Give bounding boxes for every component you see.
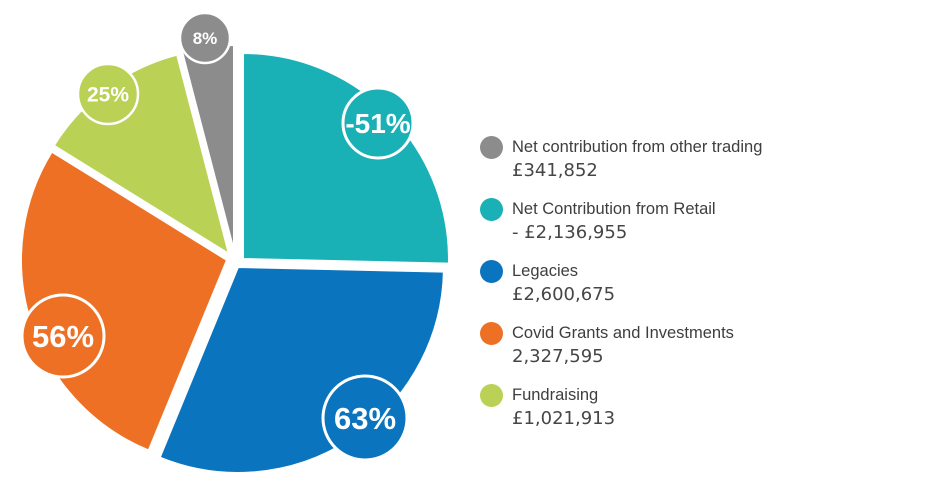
percent-badge-legacies: 63%: [321, 374, 409, 462]
percent-badge-fundraising: 25%: [76, 62, 140, 126]
legend-item-covid-grants: Covid Grants and Investments 2,327,595: [480, 322, 910, 370]
percent-badge-other-trading: 8%: [178, 11, 232, 65]
legend-label: Covid Grants and Investments: [512, 324, 734, 342]
legend-dot-legacies-icon: [480, 260, 503, 283]
percent-badge-retail: -51%: [341, 86, 415, 160]
legend-label: Net Contribution from Retail: [512, 200, 716, 218]
legend-label: Legacies: [512, 262, 579, 280]
percent-badge-label: 8%: [193, 29, 218, 48]
legend-value: £2,600,675: [512, 284, 616, 305]
legend-value: £1,021,913: [512, 408, 616, 429]
percent-badge-covid-grants: 56%: [20, 293, 106, 379]
legend-item-other-trading: Net contribution from other trading £341,…: [480, 136, 910, 184]
percent-badge-label: 56%: [32, 319, 94, 354]
legend-dot-covid-grants-icon: [480, 322, 503, 345]
legend-item-fundraising: Fundraising £1,021,913: [480, 384, 910, 432]
legend-label: Fundraising: [512, 386, 599, 404]
percent-badge-label: 25%: [87, 84, 129, 107]
pie-slice-retail: [242, 52, 450, 265]
legend-value: 2,327,595: [512, 346, 604, 367]
percent-badge-circle: [321, 374, 409, 462]
percent-badge-circle: [178, 11, 232, 65]
legend-dot-other-trading-icon: [480, 136, 503, 159]
legend-dot-retail-icon: [480, 198, 503, 221]
legend-value: £341,852: [512, 160, 598, 181]
percent-badge-circle: [341, 86, 415, 160]
legend-item-legacies: Legacies £2,600,675: [480, 260, 910, 308]
percent-badge-label: -51%: [345, 108, 410, 139]
legend-dot-fundraising-icon: [480, 384, 503, 407]
legend: Net contribution from other trading £341,…: [480, 136, 910, 446]
legend-value: - £2,136,955: [512, 222, 628, 243]
percent-badge-circle: [20, 293, 106, 379]
legend-item-retail: Net Contribution from Retail - £2,136,955: [480, 198, 910, 246]
percent-badge-circle: [76, 62, 140, 126]
percent-badge-label: 63%: [334, 401, 396, 436]
legend-label: Net contribution from other trading: [512, 138, 763, 156]
